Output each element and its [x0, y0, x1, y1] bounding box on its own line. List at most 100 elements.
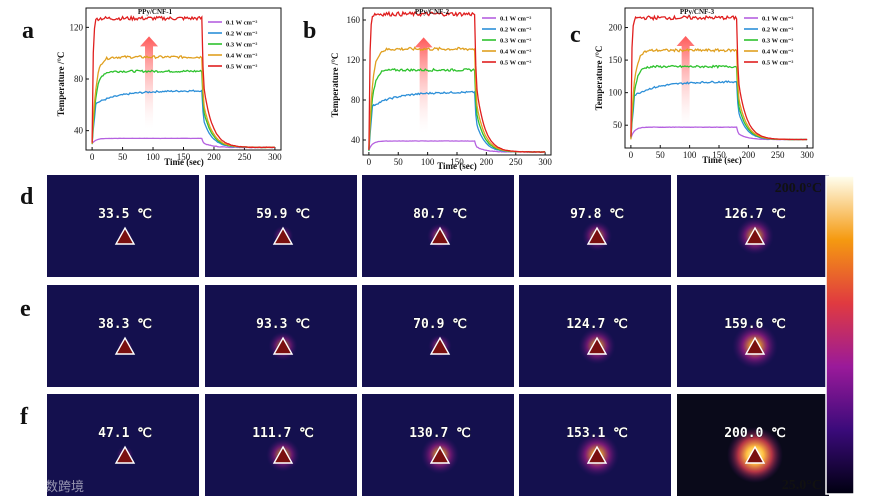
row-letter-d: d [20, 184, 34, 210]
thermal-image: 130.7 ℃ [362, 394, 514, 496]
series-line-1 [630, 126, 808, 141]
chart-ppy-cnf-2: b 0 50 100 150 200 250 300 40 80 120 160 0.1 W cm⁻²… [303, 7, 552, 171]
x-tick-label: 300 [800, 150, 814, 160]
y-axis-label: Temperature /°C [56, 52, 66, 117]
chart-title: PPy/CNF-1 [138, 8, 173, 16]
series-line-2 [91, 89, 276, 149]
temperature-readout: 97.8 ℃ [570, 207, 624, 222]
y-tick-label: 150 [609, 55, 623, 65]
series-line-1 [91, 137, 276, 149]
marker-triangle-icon [114, 226, 136, 245]
temperature-readout: 80.7 ℃ [413, 207, 467, 222]
series-line-2 [368, 90, 546, 153]
panel-letter-a: a [22, 18, 34, 44]
thermal-background [47, 175, 199, 277]
y-axis-label: Temperature /°C [330, 53, 340, 118]
x-tick-label: 250 [509, 157, 523, 167]
series-line-5 [91, 14, 276, 149]
row-letter-f: f [20, 404, 29, 430]
series-line-2 [630, 80, 808, 141]
thermal-image: 153.1 ℃ [519, 394, 671, 496]
plot-frame [85, 7, 282, 151]
legend-label: 0.2 W cm⁻² [500, 27, 531, 34]
row-letter-e: e [20, 296, 31, 322]
thermal-image: 47.1 ℃ [47, 394, 199, 496]
marker-triangle-icon [429, 336, 451, 355]
marker-triangle-icon [744, 445, 766, 464]
legend-label: 0.5 W cm⁻² [762, 60, 793, 67]
legend-label: 0.3 W cm⁻² [500, 38, 531, 45]
temperature-readout: 70.9 ℃ [413, 317, 467, 332]
temperature-readout: 200.0 ℃ [724, 426, 786, 441]
thermal-image: 124.7 ℃ [519, 285, 671, 387]
legend-label: 0.1 W cm⁻² [226, 20, 257, 27]
chart-ppy-cnf-3: c 0 50 100 150 200 250 300 50 100 150 200 0.1 W cm⁻… [570, 7, 814, 165]
x-tick-label: 200 [742, 150, 756, 160]
thermal-image: 80.7 ℃ [362, 175, 514, 277]
temperature-readout: 124.7 ℃ [566, 317, 628, 332]
colorbar-min-label: 25.0°C [782, 478, 822, 493]
legend-label: 0.5 W cm⁻² [226, 64, 257, 71]
x-tick-label: 0 [367, 157, 372, 167]
thermal-image: 126.7 ℃ [677, 175, 829, 277]
thermal-image: 59.9 ℃ [205, 175, 357, 277]
chart-ppy-cnf-1: a 0 50 100 150 200 250 300 40 80 120 0.1 W cm⁻² 0.2… [22, 7, 282, 167]
temperature-readout: 159.6 ℃ [724, 317, 786, 332]
y-tick-label: 160 [347, 15, 361, 25]
x-tick-label: 50 [394, 157, 404, 167]
marker-triangle-icon [272, 336, 294, 355]
thermal-image: 111.7 ℃ [205, 394, 357, 496]
temperature-readout: 38.3 ℃ [98, 317, 152, 332]
series-line-1 [368, 140, 546, 153]
increase-arrow-icon [140, 36, 159, 129]
x-axis-label: Time (sec) [437, 161, 477, 171]
colorbar-gradient [825, 175, 855, 495]
watermark-text: 大数跨境 [32, 480, 84, 495]
legend-label: 0.1 W cm⁻² [762, 16, 793, 23]
marker-triangle-icon [586, 226, 608, 245]
legend-label: 0.3 W cm⁻² [762, 38, 793, 45]
temperature-readout: 111.7 ℃ [252, 426, 314, 441]
x-tick-label: 100 [146, 152, 160, 162]
thermal-image: 38.3 ℃ [47, 285, 199, 387]
x-tick-label: 300 [538, 157, 552, 167]
series-line-3 [91, 69, 275, 149]
marker-triangle-icon [429, 445, 451, 464]
x-tick-label: 150 [177, 152, 191, 162]
thermal-image: 200.0 ℃ [677, 394, 829, 496]
legend-label: 0.4 W cm⁻² [500, 49, 531, 56]
y-axis-label: Temperature /°C [594, 46, 604, 111]
watermark-logo-icon [13, 479, 27, 493]
y-tick-label: 40 [351, 135, 361, 145]
legend-label: 0.3 W cm⁻² [226, 42, 257, 49]
y-tick-label: 80 [351, 95, 361, 105]
thermal-background [47, 394, 199, 496]
series-line-5 [368, 10, 546, 153]
x-axis-label: Time (sec) [164, 157, 204, 167]
series-line-5 [630, 14, 808, 141]
legend-label: 0.1 W cm⁻² [500, 16, 531, 23]
thermal-image-grid: d e f 33.5 ℃ 59.9 ℃ 80.7 ℃ 97.8 ℃ 126.7 ℃ 38.… [20, 175, 829, 496]
temperature-readout: 130.7 ℃ [409, 426, 471, 441]
marker-triangle-icon [114, 445, 136, 464]
marker-triangle-icon [744, 226, 766, 245]
panel-letter-b: b [303, 18, 316, 44]
y-tick-label: 80 [74, 74, 84, 84]
x-tick-label: 250 [771, 150, 785, 160]
y-tick-label: 40 [74, 126, 84, 136]
temperature-readout: 33.5 ℃ [98, 207, 152, 222]
x-tick-label: 300 [268, 152, 282, 162]
legend-label: 0.4 W cm⁻² [226, 53, 257, 60]
legend-label: 0.4 W cm⁻² [762, 49, 793, 56]
colorbar-max-label: 200.0°C [775, 181, 822, 196]
colorbar: 200.0°C 25.0°C [775, 175, 855, 495]
x-tick-label: 250 [238, 152, 252, 162]
marker-triangle-icon [586, 336, 608, 355]
x-tick-label: 0 [629, 150, 634, 160]
x-tick-label: 150 [450, 157, 464, 167]
y-tick-label: 120 [70, 22, 84, 32]
y-tick-label: 100 [609, 88, 623, 98]
temperature-readout: 59.9 ℃ [256, 207, 310, 222]
x-tick-label: 0 [90, 152, 95, 162]
